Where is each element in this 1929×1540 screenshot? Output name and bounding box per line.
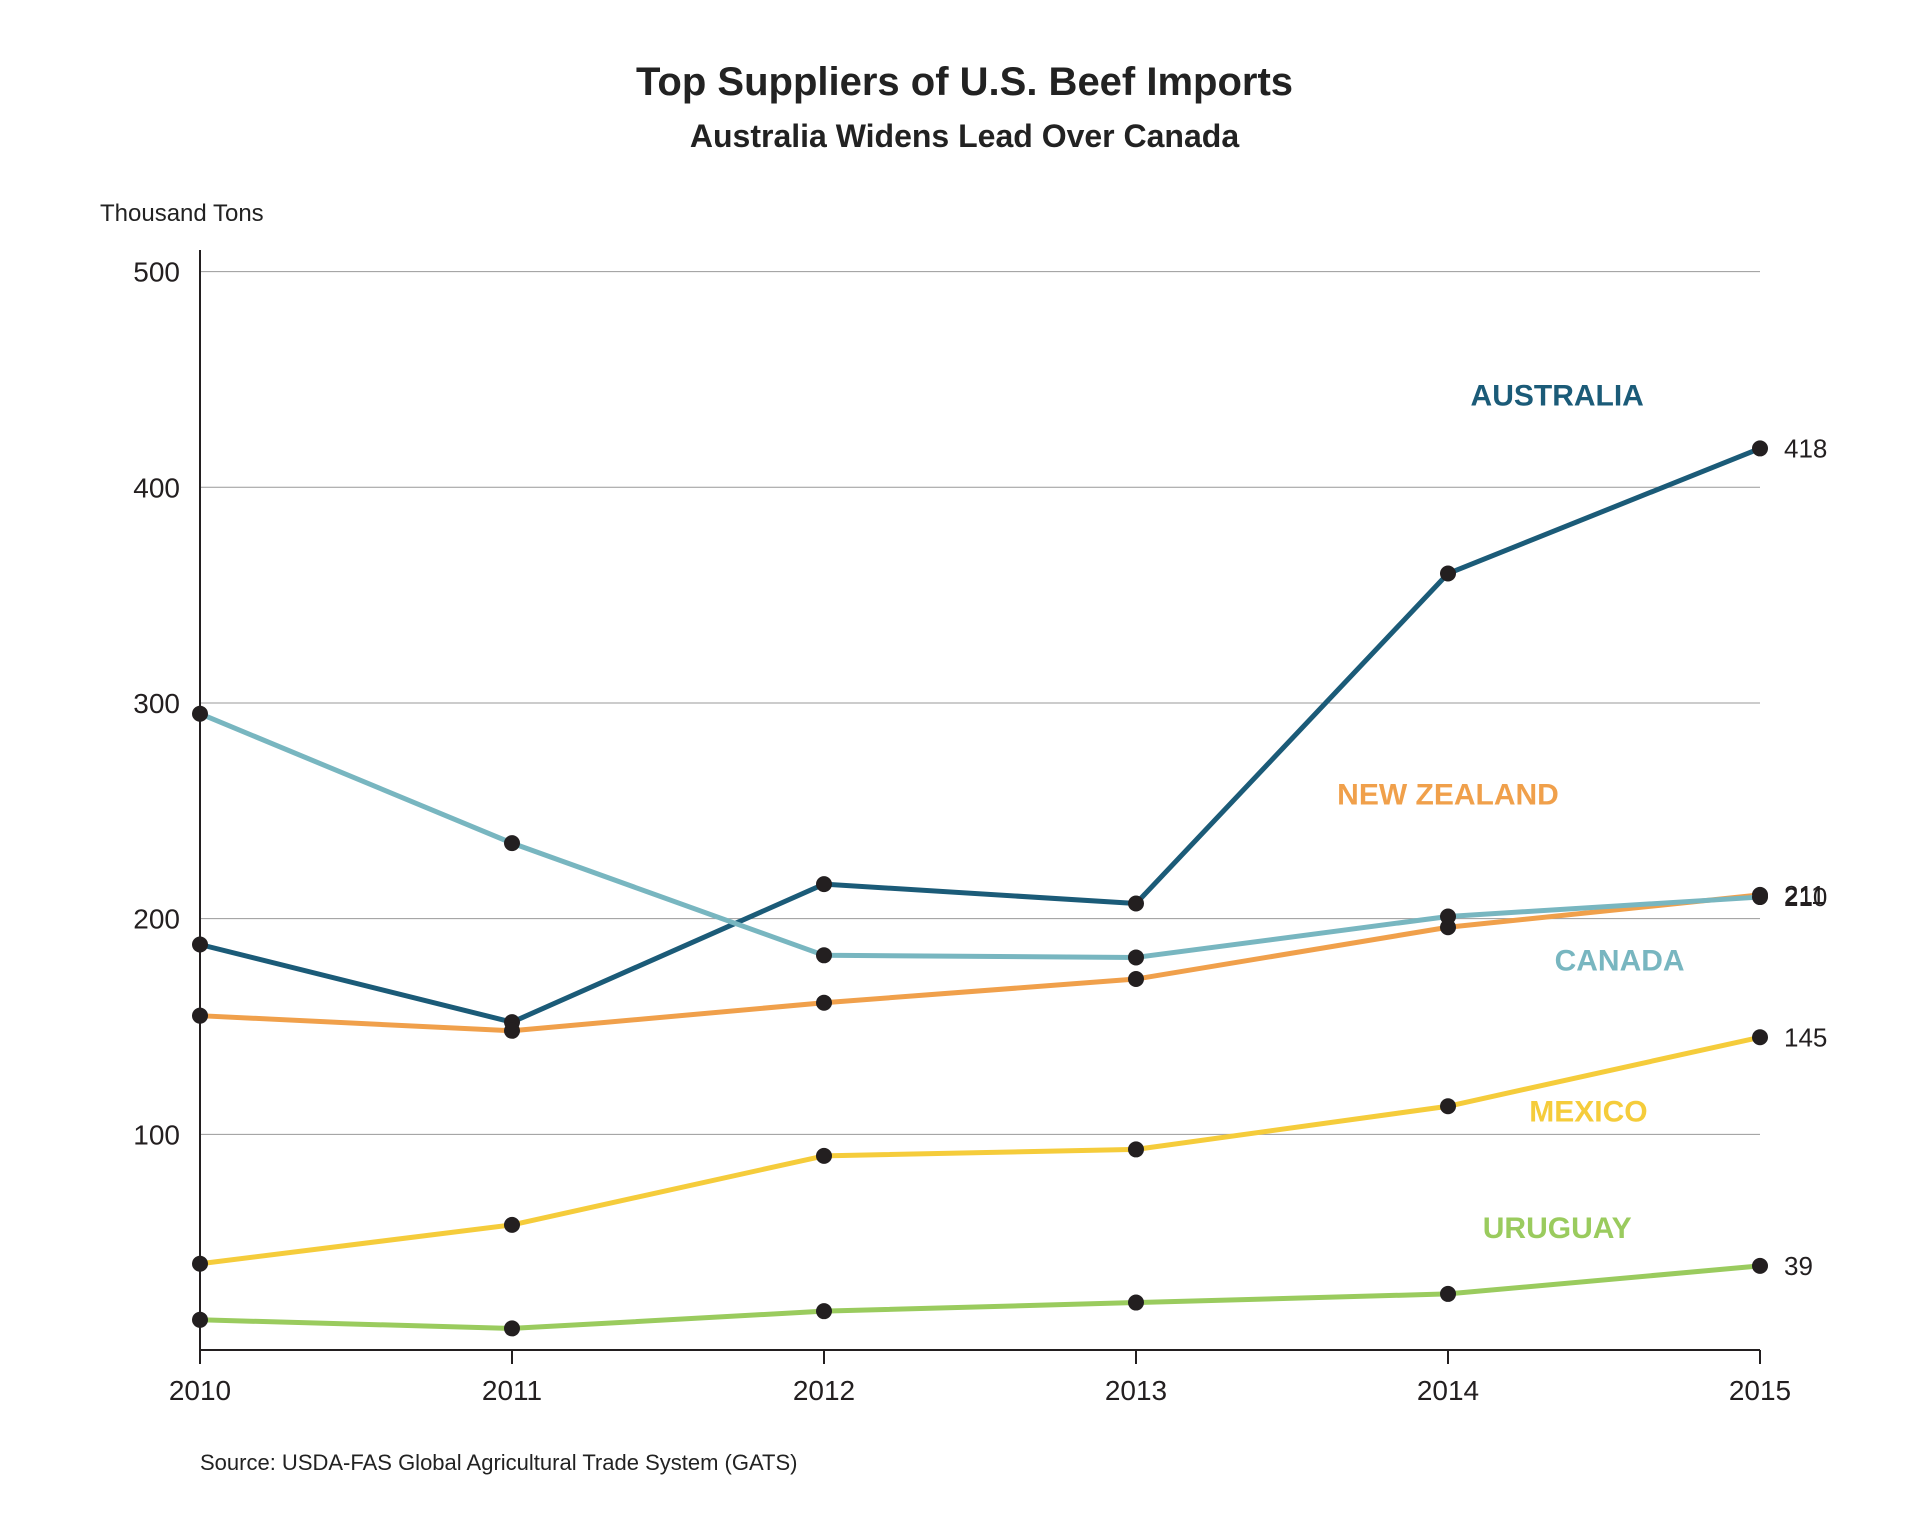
series-line: [200, 1266, 1760, 1329]
data-marker: [1128, 1141, 1144, 1157]
data-marker: [1440, 1098, 1456, 1114]
data-marker: [1128, 949, 1144, 965]
data-marker: [192, 1256, 208, 1272]
series-label: URUGUAY: [1483, 1212, 1632, 1245]
y-tick-label: 200: [133, 904, 180, 935]
series-label: NEW ZEALAND: [1337, 778, 1559, 811]
data-marker: [192, 1008, 208, 1024]
data-marker: [504, 1320, 520, 1336]
end-value-label: 39: [1784, 1251, 1813, 1281]
series-label: CANADA: [1555, 944, 1685, 977]
data-marker: [816, 995, 832, 1011]
data-marker: [816, 1303, 832, 1319]
data-marker: [192, 706, 208, 722]
chart-page: Top Suppliers of U.S. Beef Imports Austr…: [0, 0, 1929, 1540]
x-tick-label: 2014: [1417, 1375, 1479, 1406]
data-marker: [1752, 1258, 1768, 1274]
data-marker: [1128, 971, 1144, 987]
end-value-label: 145: [1784, 1022, 1827, 1052]
x-tick-label: 2015: [1729, 1375, 1791, 1406]
series-line: [200, 895, 1760, 1031]
data-marker: [1752, 440, 1768, 456]
data-marker: [504, 835, 520, 851]
data-marker: [1128, 896, 1144, 912]
data-marker: [192, 937, 208, 953]
series-line: [200, 448, 1760, 1022]
data-marker: [504, 1217, 520, 1233]
end-value-label: 210: [1784, 882, 1827, 912]
y-tick-label: 100: [133, 1119, 180, 1150]
data-marker: [1128, 1295, 1144, 1311]
data-marker: [504, 1023, 520, 1039]
data-marker: [1440, 566, 1456, 582]
series-label: AUSTRALIA: [1471, 379, 1644, 412]
x-tick-label: 2011: [482, 1375, 542, 1406]
data-marker: [192, 1312, 208, 1328]
x-tick-label: 2010: [169, 1375, 231, 1406]
data-marker: [816, 876, 832, 892]
data-marker: [1440, 908, 1456, 924]
x-tick-label: 2013: [1105, 1375, 1167, 1406]
x-tick-label: 2012: [793, 1375, 855, 1406]
data-marker: [1752, 889, 1768, 905]
data-marker: [1440, 1286, 1456, 1302]
y-tick-label: 400: [133, 472, 180, 503]
data-marker: [816, 947, 832, 963]
data-marker: [816, 1148, 832, 1164]
series-label: MEXICO: [1529, 1095, 1647, 1128]
line-chart: 100 200 300 400 500 2010 2011 2012 2013 2014 2015 A…: [0, 0, 1929, 1540]
y-tick-label: 500: [133, 257, 180, 288]
y-tick-label: 300: [133, 688, 180, 719]
end-value-label: 418: [1784, 433, 1827, 463]
data-marker: [1752, 1029, 1768, 1045]
